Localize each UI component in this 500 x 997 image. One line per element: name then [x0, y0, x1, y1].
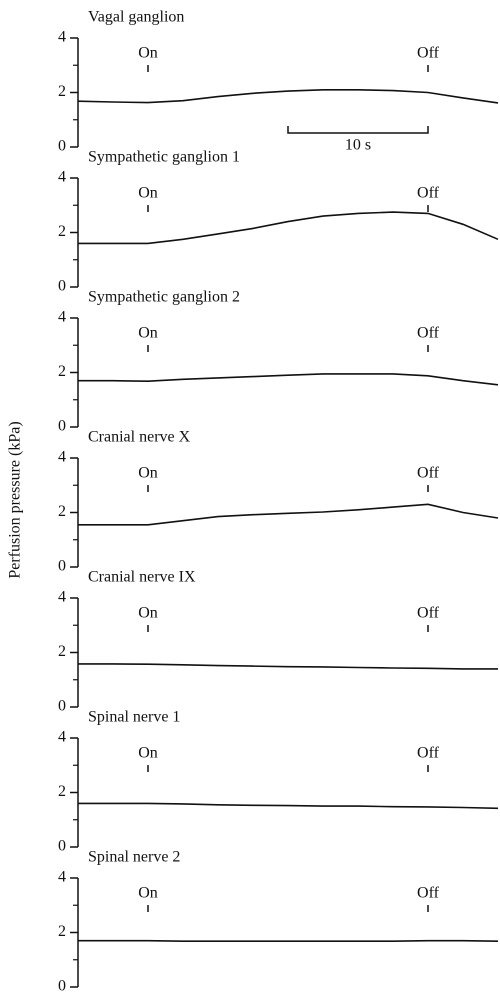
- trace: [78, 939, 499, 942]
- y-tick-label: 2: [58, 503, 66, 520]
- trace: [78, 503, 499, 526]
- trace: [77, 89, 499, 104]
- panel-title: Spinal nerve 1: [88, 709, 180, 726]
- annotation-label: On: [138, 605, 158, 622]
- y-tick-label: 2: [58, 643, 66, 660]
- annotation-label: On: [138, 45, 158, 62]
- trace: [78, 802, 499, 810]
- y-axis-label: Perfusion pressure (kPa): [7, 421, 24, 578]
- y-tick-label: 0: [58, 278, 66, 295]
- y-tick-label: 2: [58, 923, 66, 940]
- panel-title: Cranial nerve IX: [88, 569, 196, 586]
- annotation-label: On: [138, 885, 158, 902]
- annotation-label: Off: [417, 185, 440, 202]
- annotation-label: On: [138, 465, 158, 482]
- scale-bar-label: 10 s: [345, 137, 371, 154]
- panel-title: Sympathetic ganglion 2: [88, 289, 240, 306]
- y-tick-label: 4: [58, 729, 66, 746]
- y-tick-label: 0: [58, 558, 66, 575]
- scale-bar: [287, 126, 429, 134]
- trace: [78, 211, 499, 245]
- annotation-label: Off: [417, 45, 440, 62]
- annotation-label: On: [138, 185, 158, 202]
- annotation-label: On: [138, 325, 158, 342]
- y-tick-label: 0: [58, 698, 66, 715]
- annotation-label: Off: [417, 325, 440, 342]
- y-tick-label: 4: [58, 449, 66, 466]
- y-tick-label: 0: [58, 838, 66, 855]
- y-tick-label: 2: [58, 783, 66, 800]
- annotation-label: On: [138, 745, 158, 762]
- y-tick-label: 2: [58, 363, 66, 380]
- y-tick-label: 4: [58, 169, 66, 186]
- y-tick-label: 2: [58, 223, 66, 240]
- y-tick-label: 0: [58, 418, 66, 435]
- panel-title: Vagal ganglion: [88, 9, 184, 26]
- trace: [78, 663, 498, 670]
- y-tick-label: 4: [58, 309, 66, 326]
- annotation-label: Off: [417, 465, 440, 482]
- y-tick-label: 2: [58, 83, 66, 100]
- panel-title: Sympathetic ganglion 1: [88, 149, 240, 166]
- y-tick-label: 4: [58, 869, 66, 886]
- y-tick-label: 0: [58, 138, 66, 155]
- trace: [78, 373, 499, 386]
- y-tick-label: 4: [58, 589, 66, 606]
- annotation-label: Off: [417, 885, 440, 902]
- annotation-label: Off: [417, 605, 440, 622]
- annotation-label: Off: [417, 745, 440, 762]
- y-tick-label: 4: [58, 29, 66, 46]
- panel-title: Spinal nerve 2: [88, 849, 180, 866]
- y-tick-label: 0: [58, 978, 66, 995]
- panel-title: Cranial nerve X: [88, 429, 191, 446]
